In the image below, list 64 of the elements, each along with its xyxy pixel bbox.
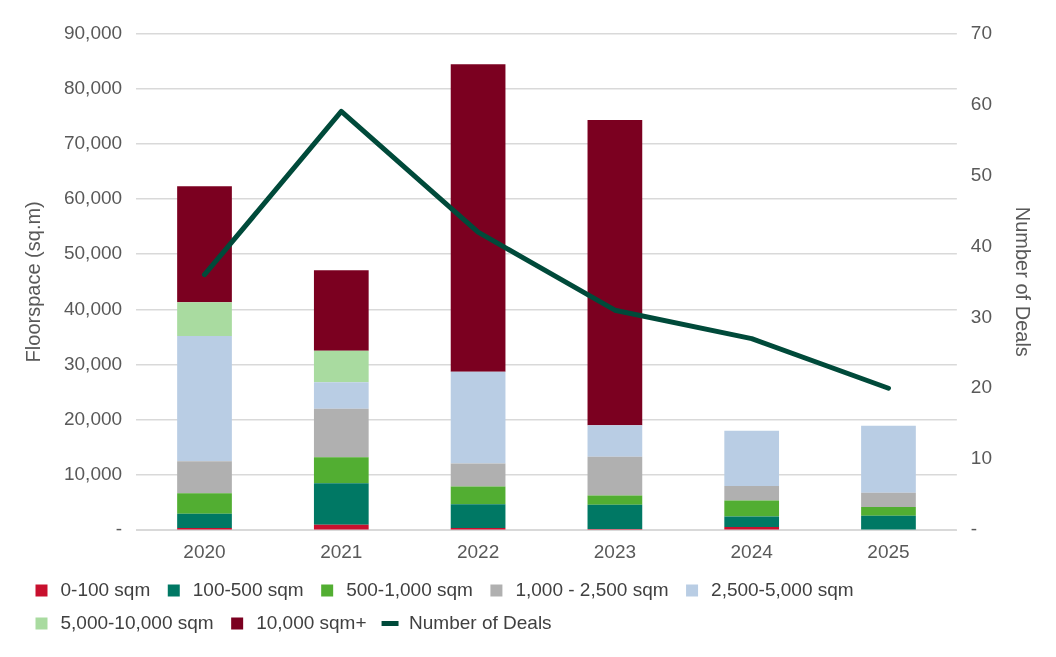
- legend-label: 500-1,000 sqm: [346, 578, 473, 600]
- y-tick-label: 80,000: [63, 76, 123, 98]
- bar: [177, 302, 232, 336]
- bar: [587, 425, 643, 457]
- y-tick-label: 60,000: [63, 187, 123, 209]
- bar: [861, 507, 916, 516]
- bar: [177, 335, 232, 462]
- bar: [313, 457, 369, 484]
- y-tick-label: 70,000: [63, 132, 123, 154]
- y2-tick-label: 40: [970, 234, 993, 256]
- x-tick-label: 2024: [730, 540, 774, 562]
- y2-tick-label: 20: [970, 376, 993, 398]
- y2-tick-label: 10: [970, 447, 993, 469]
- x-tick-label: 2021: [320, 540, 363, 562]
- y-tick-label: 90,000: [63, 21, 123, 43]
- bar: [724, 500, 780, 517]
- y2-tick-label: -: [970, 518, 978, 540]
- bar: [450, 463, 506, 487]
- x-tick-label: 2025: [867, 540, 910, 562]
- y2-tick-label: 50: [970, 163, 993, 185]
- bar: [724, 516, 780, 527]
- bar: [724, 430, 780, 487]
- bar: [861, 492, 916, 508]
- y-tick-label: -: [115, 518, 123, 540]
- x-tick-label: 2022: [456, 540, 500, 562]
- legend-label: 100-500 sqm: [192, 578, 304, 600]
- y2-tick-label: 60: [970, 92, 993, 114]
- bar: [587, 495, 643, 505]
- y-tick-label: 40,000: [63, 297, 123, 319]
- bar: [450, 371, 506, 464]
- bar: [313, 382, 369, 409]
- y-tick-label: 30,000: [63, 352, 123, 374]
- legend-label: 10,000 sqm+: [256, 611, 367, 633]
- y-tick-label: 50,000: [63, 242, 123, 264]
- bar: [177, 186, 232, 303]
- legend-label: 1,000 - 2,500 sqm: [515, 578, 669, 600]
- bar: [861, 425, 916, 493]
- legend-label: 2,500-5,000 sqm: [711, 578, 854, 600]
- bar: [177, 513, 232, 528]
- bar: [724, 486, 780, 501]
- bar: [587, 456, 643, 496]
- bar: [313, 483, 369, 525]
- bar: [313, 270, 369, 351]
- bar: [450, 486, 506, 505]
- legend-label: 5,000-10,000 sqm: [60, 611, 214, 633]
- bar: [587, 120, 643, 426]
- bar: [587, 504, 643, 530]
- y2-tick-label: 70: [970, 21, 993, 43]
- bar: [861, 515, 916, 530]
- bar: [313, 350, 369, 383]
- y-tick-label: 10,000: [63, 463, 123, 485]
- y-axis-title: Floorspace (sq.m): [21, 201, 44, 363]
- legend-label: Number of Deals: [409, 611, 552, 633]
- y2-tick-label: 30: [970, 305, 993, 327]
- bar: [177, 493, 232, 514]
- bar: [450, 64, 506, 372]
- bar: [177, 461, 232, 494]
- bar: [313, 408, 369, 458]
- legend-label: 0-100 sqm: [60, 578, 151, 600]
- y-tick-label: 20,000: [63, 408, 123, 430]
- x-tick-label: 2023: [593, 540, 637, 562]
- y2-axis-title: Number of Deals: [1012, 206, 1035, 357]
- x-tick-label: 2020: [183, 540, 226, 562]
- bar: [450, 504, 506, 528]
